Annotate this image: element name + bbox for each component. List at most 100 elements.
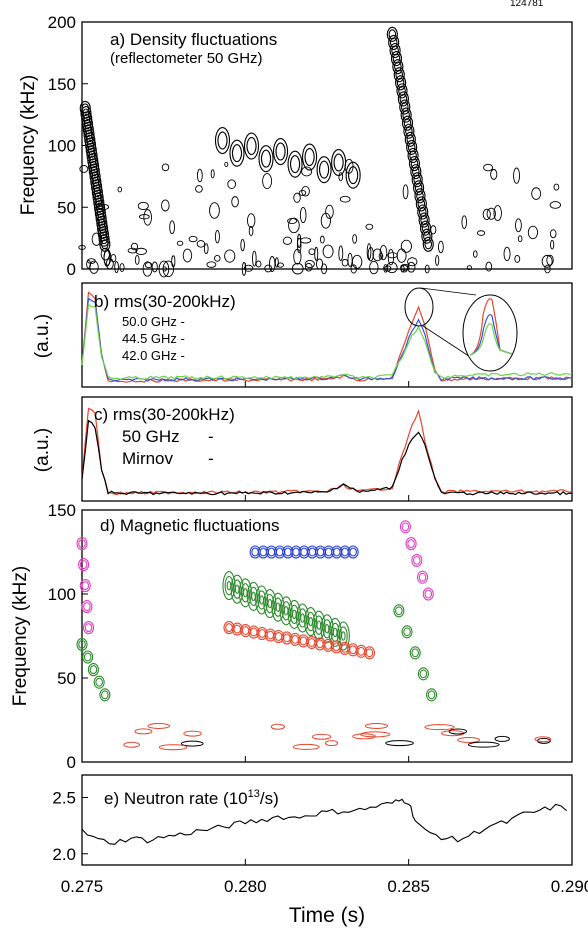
magnetic-contour-magenta: [83, 602, 91, 612]
density-contour: [424, 239, 433, 250]
density-contour: [231, 144, 243, 163]
density-contour: [486, 207, 496, 220]
density-contour: [224, 161, 229, 167]
magnetic-contour-green: [289, 604, 299, 625]
density-contour: [549, 229, 557, 239]
magnetic-contour-magenta: [405, 537, 417, 551]
density-contour: [386, 261, 398, 274]
density-contour: [315, 258, 324, 270]
density-contour: [87, 153, 99, 169]
panel-a-ylabel: Frequency (kHz): [18, 75, 39, 215]
magnetic-contour-green: [281, 601, 291, 621]
magnetic-contour-green: [265, 593, 275, 614]
density-contour: [135, 247, 147, 255]
density-contour: [544, 264, 551, 274]
panel-b-title: b) rms(30-200kHz): [94, 292, 236, 311]
panel-e-title-main: e) Neutron rate (10: [104, 789, 248, 808]
density-contour: [304, 259, 315, 268]
density-contour: [333, 153, 344, 172]
magnetic-contour-green: [240, 583, 250, 603]
density-contour: [549, 201, 562, 209]
density-contour: [387, 252, 398, 259]
density-contour: [79, 165, 89, 173]
density-contour: [517, 235, 523, 243]
panel-c-title: c) rms(30-200kHz): [94, 405, 235, 424]
panel-a-contours: [78, 26, 562, 278]
magnetic-contour-green: [257, 590, 267, 610]
density-contour: [287, 218, 298, 224]
magnetic-contour-green: [222, 571, 236, 601]
density-contour: [401, 115, 414, 131]
density-contour: [151, 261, 158, 273]
density-contour: [243, 132, 260, 160]
density-contour: [91, 232, 102, 246]
panel-e-lines: [81, 798, 567, 845]
density-contour: [203, 243, 209, 255]
density-contour: [400, 107, 412, 123]
density-contour: [392, 53, 401, 64]
magnetic-contour-green: [255, 585, 269, 615]
panel-e-title-sup: 13: [248, 788, 260, 800]
density-contour: [86, 147, 98, 164]
density-contour: [302, 143, 318, 171]
magnetic-contour-magenta: [82, 621, 95, 635]
density-contour: [318, 160, 330, 179]
density-contour: [407, 147, 419, 164]
density-contour: [403, 118, 412, 129]
magnetic-contour-magenta: [78, 539, 86, 549]
density-contour: [188, 235, 198, 243]
magnetic-contour-low: [534, 736, 552, 743]
density-contour: [404, 131, 416, 147]
density-contour: [98, 231, 110, 247]
magnetic-contour-green: [249, 586, 258, 607]
density-contour: [400, 265, 405, 273]
magnetic-contour-green: [82, 650, 94, 664]
magnetic-contour-magenta: [422, 587, 434, 601]
density-contour: [316, 156, 332, 184]
density-contour: [227, 179, 237, 189]
magnetic-contour-green: [306, 611, 316, 632]
density-contour: [513, 167, 521, 184]
density-contour: [293, 192, 301, 203]
x-tick-label: 0.290: [551, 877, 588, 896]
panel-a-ytick-label: 100: [48, 137, 76, 156]
density-contour: [546, 254, 554, 266]
density-contour: [421, 223, 430, 234]
panel-b-legend-44-5: 44.5 GHz -: [122, 331, 185, 346]
density-contour: [410, 164, 422, 180]
magnetic-contour-green: [279, 596, 293, 626]
density-contour: [418, 206, 427, 218]
magnetic-contour-green: [336, 621, 350, 651]
density-contour: [86, 259, 92, 269]
magnetic-contour-low: [385, 740, 414, 747]
density-contour: [390, 51, 403, 67]
magnetic-contour-green: [89, 665, 98, 675]
magnetic-contour-green: [246, 581, 261, 611]
density-contour: [388, 29, 397, 40]
panel-d: d) Magnetic fluctuations Frequency (kHz)…: [10, 501, 573, 772]
zoom-inset-lines: [469, 298, 513, 356]
panel-c: c) rms(30-200kHz) 50 GHz - Mirnov - (a.u…: [32, 396, 573, 502]
density-contour: [413, 174, 422, 185]
density-contour: [407, 142, 416, 153]
density-contour: [88, 158, 100, 174]
panel-b-lines: [81, 291, 573, 383]
panel-e-title-end: /s): [260, 789, 279, 808]
density-contour: [407, 261, 416, 273]
density-contour: [493, 205, 502, 222]
density-contour: [366, 243, 372, 261]
density-contour: [169, 220, 175, 235]
magnetic-contour-low: [457, 737, 481, 744]
density-contour: [417, 204, 429, 220]
magnetic-contour-green: [87, 663, 99, 677]
density-contour: [393, 67, 405, 83]
series-line-mirnov: [81, 419, 573, 496]
panel-a-ytick-label: 150: [48, 75, 76, 94]
density-contour: [415, 196, 427, 212]
x-axis-label: Time (s): [289, 904, 365, 927]
density-contour: [78, 244, 86, 250]
magnetic-contour-green: [340, 631, 346, 641]
density-contour: [391, 45, 399, 56]
x-axis-ticks: 0.275 0.280 0.285 0.290: [61, 263, 588, 896]
density-contour: [414, 182, 423, 193]
